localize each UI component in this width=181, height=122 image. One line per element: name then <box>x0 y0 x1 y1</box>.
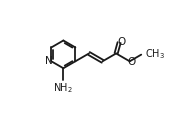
Text: NH$_2$: NH$_2$ <box>53 81 73 95</box>
Text: O: O <box>128 57 136 67</box>
Text: N: N <box>45 56 53 66</box>
Text: O: O <box>118 37 126 47</box>
Text: CH$_3$: CH$_3$ <box>145 47 165 61</box>
